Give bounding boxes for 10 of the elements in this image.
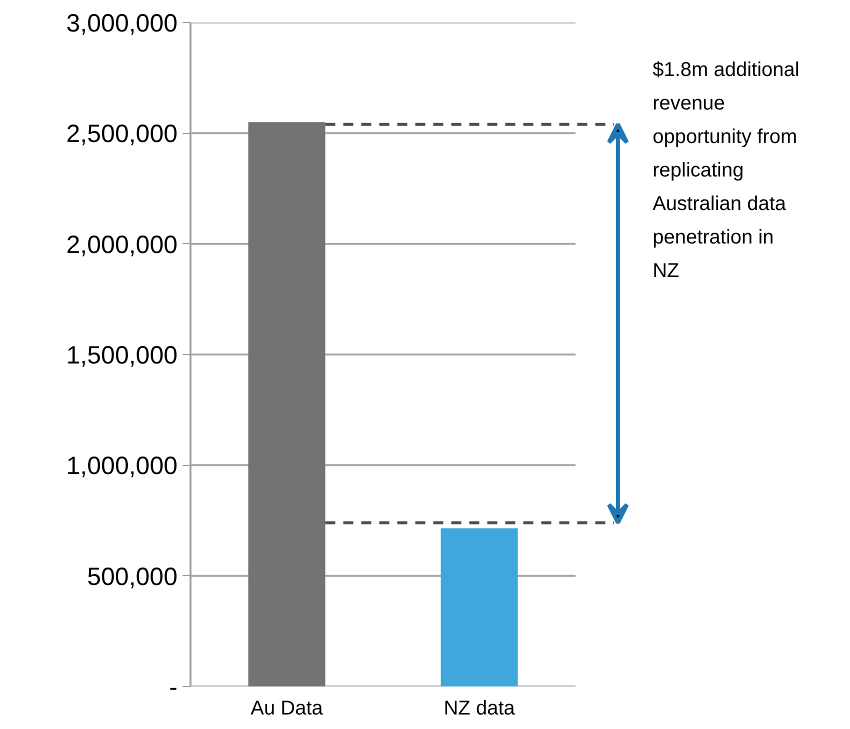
x-tick-label: Au Data: [250, 698, 324, 720]
text: $1.8m additional revenue opportunity from replicating Australian data penetration in NZ: [652, 59, 800, 282]
y-tick-label: 1,000,000: [66, 452, 178, 480]
x-tick-label: NZ data: [444, 698, 516, 720]
y-tick-label: 1,500,000: [66, 342, 178, 370]
y-tick-label: 3,000,000: [66, 10, 178, 38]
y-tick-label: -: [169, 674, 178, 702]
y-tick-label: 2,000,000: [66, 230, 178, 259]
y-tick-label: 2,500,000: [66, 120, 178, 148]
y-tick-label: 500,000: [87, 562, 178, 591]
